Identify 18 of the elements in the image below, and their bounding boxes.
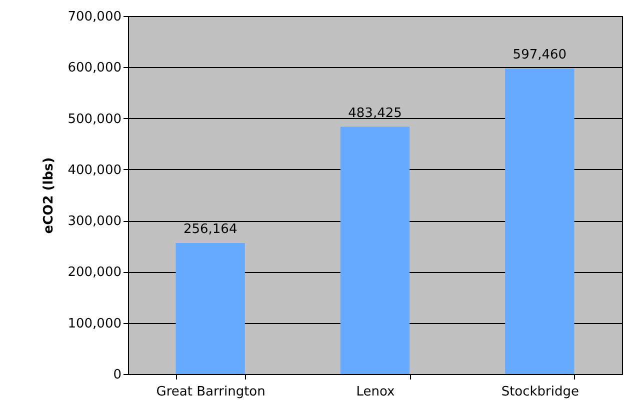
x-tick-label: Lenox [356, 384, 396, 400]
data-label: 597,460 [512, 47, 567, 62]
y-tick-label: 100,000 [68, 316, 122, 332]
x-tick-label: Stockbridge [501, 384, 580, 400]
data-label: 256,164 [183, 222, 238, 237]
y-tick-label: 400,000 [68, 162, 122, 178]
y-tick-label: 300,000 [68, 214, 122, 230]
bar [176, 242, 245, 374]
y-tick-label: 0 [113, 368, 122, 382]
bar [340, 126, 410, 374]
x-tick-label: Great Barrington [156, 384, 266, 400]
y-tick-label: 600,000 [68, 60, 122, 76]
y-tick-label: 700,000 [68, 10, 122, 24]
data-label: 483,425 [348, 106, 402, 121]
y-tick-label: 500,000 [68, 112, 122, 127]
y-axis-title: eCO2 (lbs) [42, 157, 57, 234]
y-tick-label: 200,000 [68, 265, 122, 280]
bar [505, 68, 574, 374]
